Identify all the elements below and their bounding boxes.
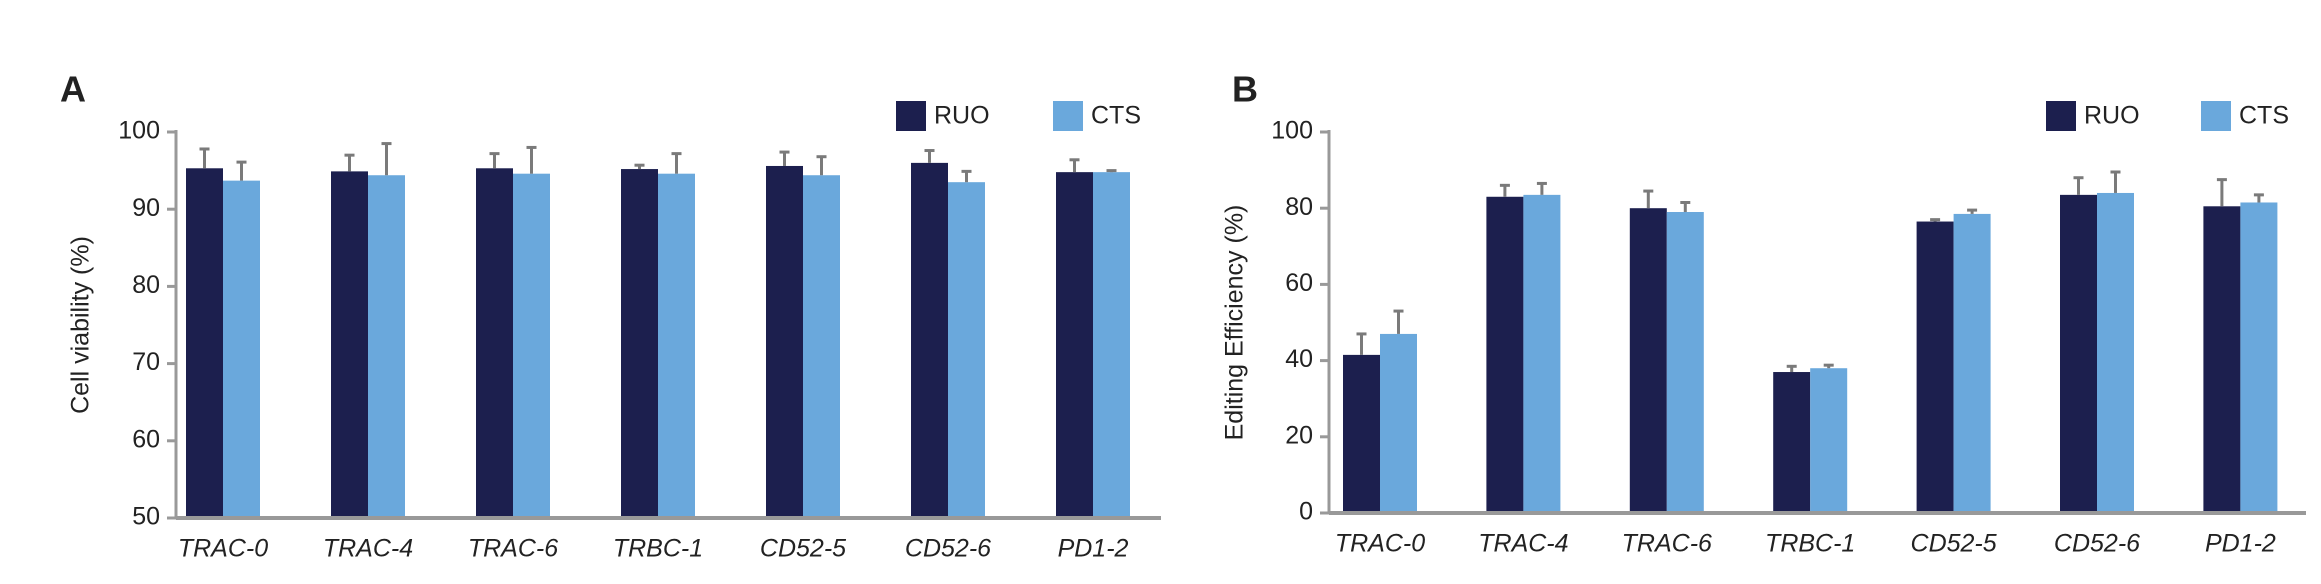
error-bar — [1823, 363, 1834, 369]
bar — [331, 171, 368, 518]
bar — [476, 168, 513, 518]
x-tick-label: TRAC-0 — [178, 535, 268, 563]
panel-label: A — [60, 69, 86, 110]
bar — [1486, 196, 1524, 513]
error-bar — [381, 142, 392, 176]
bar — [803, 175, 840, 518]
error-bar — [199, 147, 210, 169]
bar — [1810, 368, 1848, 513]
legend-label: CTS — [1091, 102, 1141, 130]
y-tick-label: 90 — [132, 194, 160, 222]
bar — [2203, 206, 2241, 514]
bar — [911, 162, 948, 518]
y-tick-label: 40 — [1285, 345, 1313, 373]
bar — [2097, 192, 2134, 513]
legend-swatch — [2201, 101, 2231, 131]
legend-swatch — [896, 101, 926, 131]
error-bar — [1967, 208, 1978, 214]
error-bar — [1499, 183, 1510, 197]
y-axis-label: Editing Efficiency (%) — [1221, 205, 1249, 441]
legend-swatch — [2046, 101, 2076, 131]
error-bar — [2073, 176, 2084, 195]
x-tick-label: PD1-2 — [2205, 530, 2276, 558]
bar — [948, 182, 985, 518]
bar — [1666, 212, 1704, 513]
error-bar — [526, 145, 537, 174]
bar — [186, 168, 223, 518]
x-tick-label: TRBC-1 — [613, 535, 703, 563]
error-bar — [634, 163, 645, 170]
bar — [1629, 208, 1667, 513]
y-tick-label: 0 — [1299, 498, 1313, 526]
error-bar — [961, 169, 972, 183]
x-tick-label: TRAC-6 — [468, 535, 558, 563]
y-tick-label: 60 — [1285, 269, 1313, 297]
error-bar — [1930, 218, 1941, 222]
bar — [621, 169, 658, 518]
bar — [513, 173, 550, 519]
bar — [1916, 221, 1954, 513]
error-bar — [779, 150, 790, 166]
x-tick-label: TRAC-4 — [323, 535, 413, 563]
x-tick-label: CD52-5 — [1911, 530, 1997, 558]
bar — [2060, 194, 2097, 514]
error-bar — [2216, 178, 2227, 207]
x-tick-label: CD52-6 — [905, 535, 991, 563]
bar — [368, 175, 405, 518]
bar — [1773, 372, 1811, 513]
error-bar — [816, 155, 827, 176]
error-bar — [1069, 158, 1080, 173]
bar — [1056, 172, 1093, 519]
bar — [2240, 202, 2278, 514]
bar — [1380, 333, 1417, 513]
error-bar — [2110, 170, 2121, 193]
error-bar — [1536, 181, 1547, 195]
panel-label: B — [1232, 69, 1258, 110]
bar — [1523, 194, 1561, 514]
error-bar — [1393, 309, 1404, 334]
y-tick-label: 50 — [132, 503, 160, 531]
bar — [1953, 213, 1991, 514]
error-bar — [1786, 364, 1797, 373]
y-tick-label: 60 — [132, 425, 160, 453]
y-tick-label: 100 — [1271, 117, 1313, 145]
legend-label: CTS — [2239, 102, 2289, 130]
bar — [1343, 354, 1380, 513]
y-tick-label: 80 — [132, 271, 160, 299]
y-tick-label: 20 — [1285, 421, 1313, 449]
error-bar — [489, 152, 500, 169]
x-tick-label: TRAC-6 — [1622, 530, 1712, 558]
x-tick-label: CD52-5 — [760, 535, 846, 563]
x-tick-label: CD52-6 — [2054, 530, 2140, 558]
y-tick-label: 100 — [118, 117, 160, 145]
error-bar — [924, 149, 935, 163]
y-tick-label: 80 — [1285, 193, 1313, 221]
error-bar — [1106, 169, 1117, 173]
legend-label: RUO — [2084, 102, 2140, 130]
x-tick-label: PD1-2 — [1058, 535, 1129, 563]
error-bar — [1680, 200, 1691, 213]
legend-label: RUO — [934, 102, 990, 130]
bar — [658, 173, 695, 519]
error-bar — [344, 153, 355, 172]
legend-swatch — [1053, 101, 1083, 131]
x-tick-label: TRBC-1 — [1765, 530, 1855, 558]
error-bar — [236, 160, 247, 181]
error-bar — [1643, 189, 1654, 209]
x-tick-label: TRAC-0 — [1335, 530, 1425, 558]
bar — [766, 165, 803, 518]
y-axis-label: Cell viability (%) — [67, 236, 95, 414]
error-bar — [671, 152, 682, 174]
bar — [1093, 172, 1130, 519]
error-bar — [2253, 193, 2264, 203]
error-bar — [1356, 332, 1367, 355]
x-tick-label: TRAC-4 — [1478, 530, 1568, 558]
bar — [223, 180, 260, 519]
y-tick-label: 70 — [132, 348, 160, 376]
